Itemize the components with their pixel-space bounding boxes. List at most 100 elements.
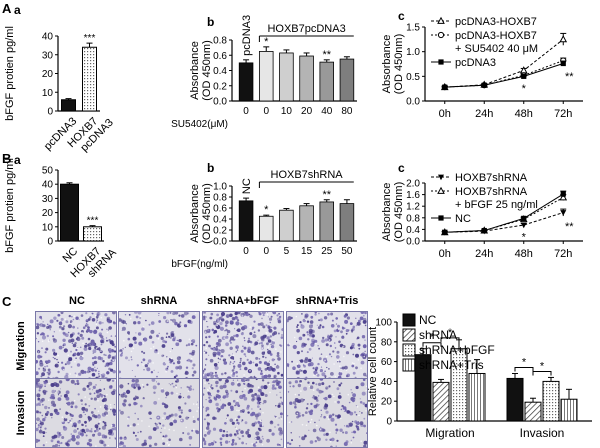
Bb-y-label: Absorbance(OD 450nm): [189, 183, 213, 244]
Bb-x-prefix-label: bFGF(ng/ml): [171, 259, 228, 270]
Aa-y-tick-label: 0: [47, 107, 53, 118]
Bc-y-tick-label: 0.8: [406, 213, 420, 224]
Ac-y-tick-label: 0.5: [406, 72, 420, 83]
Cc-bar: [468, 372, 486, 422]
Ac-y-tick-label: 1.5: [406, 23, 420, 34]
Cc-y-tick-label: 100: [375, 318, 392, 329]
Bb-bar: [258, 215, 274, 242]
Bc-y-tick-label: 0.0: [406, 237, 420, 248]
Bb-bar: [279, 209, 294, 242]
Bc-x-tick-label: 72h: [554, 248, 572, 260]
Ba-category-label: HOXB7shRNA: [68, 238, 119, 289]
Ac-series-line: [444, 38, 564, 88]
Ba-y-tick-label: 30: [42, 194, 54, 205]
Cc-legend-swatch: [402, 343, 416, 357]
Aa-y-label: bFGF protien pg/ml: [4, 26, 16, 121]
Bb-y-tick-label: 0.6: [213, 204, 227, 215]
Bb-category-label: 0: [243, 246, 249, 257]
panel-letter-A: A: [2, 1, 12, 16]
Cc-category-label: Migration: [425, 426, 474, 440]
Ab-y-label: Absorbance(OD 450nm): [189, 40, 213, 101]
Cc-bar: [560, 398, 578, 422]
Bc-data-point: [559, 193, 568, 201]
Cc-sig-label: *: [540, 360, 545, 372]
Ab-y-tick-label: 0.2: [213, 81, 227, 92]
Bc-x-tick-label: 0h: [439, 248, 451, 260]
Cc-y-tick-label: 40: [381, 377, 393, 388]
Bb-first-bar-label: NC: [241, 178, 253, 194]
Bc-x-tick-label: 48h: [515, 248, 533, 260]
Ab-sig-label: *: [264, 36, 269, 48]
Cc-sig-bracket: [514, 366, 534, 372]
Ac-legend-marker: [437, 31, 445, 39]
panel-letter-C: C: [2, 294, 12, 309]
Cc-bar: [506, 377, 524, 422]
Ab-category-label: 20: [301, 106, 313, 117]
Ac-legend-marker: [438, 59, 444, 65]
Bc-sig-label: **: [565, 221, 574, 233]
Ab-first-bar-label: pcDNA3: [241, 15, 253, 56]
Cc-category-label: Invasion: [520, 426, 565, 440]
Cc-y-tick-label: 20: [381, 397, 393, 408]
Ac-data-point: [560, 60, 566, 67]
micrograph-invasion-shRNA: [118, 378, 200, 448]
Ba-bar: [60, 183, 79, 242]
Bc-legend-label: NC: [455, 213, 471, 225]
Ac-legend-label: pcDNA3-HOXB7 + SU5402 40 μM: [455, 30, 538, 55]
micrograph-col-shRNA: shRNA: [141, 295, 178, 307]
Ab-category-label: 80: [341, 106, 353, 117]
Aa-sig-label: ***: [84, 33, 96, 44]
micrograph-migration-shRNA: [118, 311, 200, 381]
Ab-sig-label: **: [322, 49, 331, 61]
Aa-bar: [82, 46, 97, 112]
Ab-bar: [339, 58, 355, 102]
micrograph-invasion-shRNA-Tris: [286, 378, 368, 448]
Bc-y-tick-label: 1.2: [406, 202, 420, 213]
Bc-y-tick-label: 1.6: [406, 190, 420, 201]
Ac-legend-marker: [437, 16, 445, 24]
Ac-y-label: Absorbance(OD 450nm): [381, 34, 405, 95]
Ac-series-line: [444, 63, 564, 88]
Bb-sig-label: *: [264, 204, 269, 216]
Ac-series-line: [444, 60, 564, 88]
Cc-sig-bracket: [422, 342, 442, 347]
Bb-category-label: 25: [321, 246, 333, 257]
micrograph-col-shRNA-bFGF: shRNA+bFGF: [207, 295, 279, 307]
Bc-legend-marker: [438, 215, 444, 221]
Cc-legend-label: shRNA+Tris: [419, 358, 484, 372]
Bc-data-point: [560, 210, 567, 216]
Bc-y-label: Absorbance(OD 450nm): [381, 182, 405, 243]
Cc-y-tick-label: 60: [381, 357, 393, 368]
Bc-y-tick-label: 0.4: [406, 225, 420, 236]
Cc-legend-label: NC: [419, 313, 437, 327]
Ab-y-tick-label: 0.0: [213, 97, 227, 108]
Bc-data-point: [442, 229, 448, 235]
Bb-sig-label: **: [322, 189, 331, 201]
Cc-bar: [432, 381, 450, 422]
Ab-bar: [319, 61, 335, 102]
Bb-y-tick-label: 0.0: [213, 237, 227, 248]
Ba-sig-label: ***: [87, 216, 99, 227]
Bc-data-point: [521, 215, 527, 221]
Bb-y-tick-label: 0.4: [213, 215, 227, 226]
panel-letter-Bb: b: [207, 161, 214, 175]
Cc-sig-label: *: [522, 356, 527, 368]
Bc-series-line: [444, 193, 564, 233]
Ac-y-tick-label: 0.0: [406, 97, 420, 108]
Ac-data-point: [442, 84, 448, 90]
Bc-x-tick-label: 24h: [475, 248, 493, 260]
Bc-data-point: [560, 191, 566, 197]
Ac-x-tick-label: 48h: [515, 108, 533, 120]
Bb-bar: [319, 201, 335, 242]
panel-letter-B: B: [2, 151, 11, 166]
Ac-x-tick-label: 72h: [554, 108, 572, 120]
Ab-bar: [299, 55, 314, 102]
Bc-legend-marker: [438, 174, 444, 181]
